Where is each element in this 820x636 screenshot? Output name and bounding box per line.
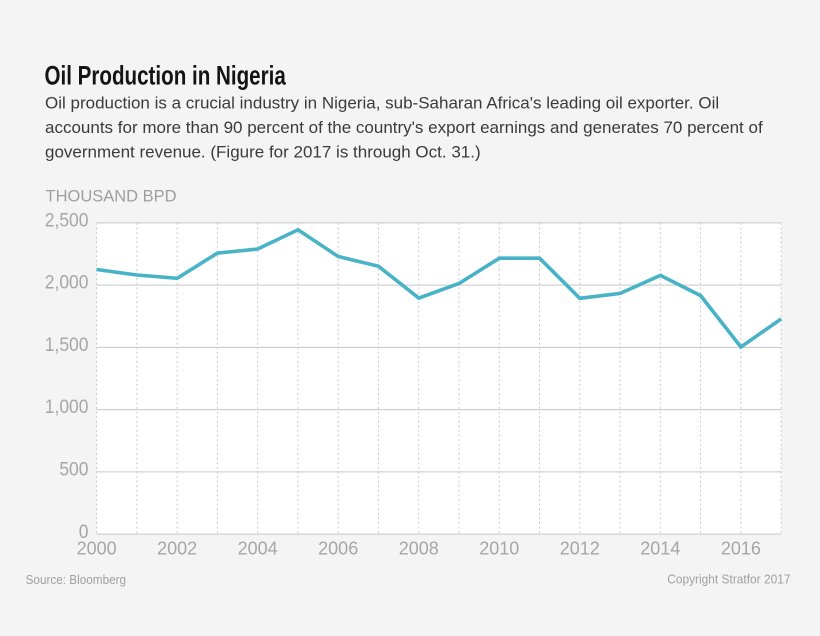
svg-text:1,000: 1,000 [45, 395, 89, 417]
svg-text:2004: 2004 [238, 539, 278, 559]
svg-text:government revenue. (Figure fo: government revenue. (Figure for 2017 is … [45, 143, 481, 162]
svg-text:2006: 2006 [318, 539, 358, 559]
svg-text:1,500: 1,500 [45, 333, 89, 355]
svg-text:2010: 2010 [479, 539, 519, 559]
svg-text:2002: 2002 [157, 539, 197, 559]
svg-text:2012: 2012 [560, 539, 600, 559]
svg-text:2016: 2016 [721, 539, 761, 559]
svg-text:2,000: 2,000 [45, 271, 89, 293]
svg-text:accounts for more than 90 perc: accounts for more than 90 percent of the… [45, 118, 763, 137]
svg-text:Source: Bloomberg: Source: Bloomberg [26, 572, 127, 587]
svg-text:2014: 2014 [640, 539, 680, 559]
svg-text:2008: 2008 [399, 539, 439, 559]
svg-text:Oil production is a crucial in: Oil production is a crucial industry in … [45, 93, 719, 112]
svg-text:THOUSAND BPD: THOUSAND BPD [46, 188, 177, 206]
svg-text:500: 500 [59, 458, 88, 480]
svg-text:2000: 2000 [77, 539, 117, 559]
svg-text:Oil Production in Nigeria: Oil Production in Nigeria [45, 62, 287, 91]
svg-text:2,500: 2,500 [45, 209, 89, 231]
svg-text:0: 0 [79, 520, 89, 542]
svg-text:Copyright Stratfor 2017: Copyright Stratfor 2017 [667, 572, 790, 587]
